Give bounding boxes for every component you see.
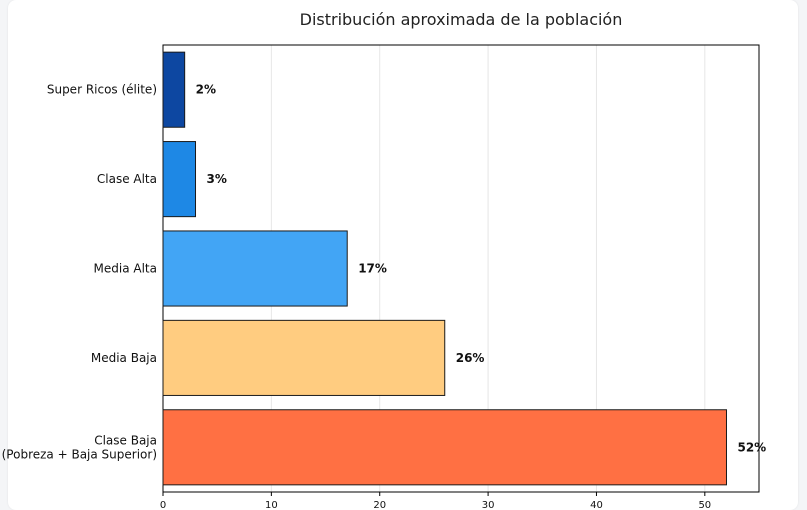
x-tick-label: 10 bbox=[265, 500, 278, 510]
x-axis-ticks: 0 10 20 30 40 50 bbox=[160, 492, 711, 510]
bars bbox=[162, 51, 727, 486]
x-tick-label: 20 bbox=[373, 500, 386, 510]
category-label: Super Ricos (élite) bbox=[47, 83, 157, 97]
data-labels: 2% 3% 17% 26% 52% bbox=[196, 83, 767, 455]
bar bbox=[162, 319, 446, 396]
bar-value-label: 52% bbox=[737, 440, 766, 454]
category-labels: Super Ricos (élite) Clase Alta Media Alta M… bbox=[2, 83, 157, 462]
category-label: Clase Alta bbox=[97, 172, 157, 186]
x-tick-label: 50 bbox=[698, 500, 711, 510]
bar bbox=[162, 409, 727, 486]
x-tick-label: 40 bbox=[590, 500, 603, 510]
bar bbox=[162, 141, 197, 218]
category-label: Clase Baja (Pobreza + Baja Superior) bbox=[2, 433, 157, 461]
bar-value-label: 3% bbox=[207, 172, 227, 186]
x-tick-label: 0 bbox=[160, 500, 166, 510]
category-label: Media Alta bbox=[94, 262, 157, 276]
x-tick-label: 30 bbox=[482, 500, 495, 510]
bar-value-label: 17% bbox=[358, 262, 387, 276]
bar-value-label: 26% bbox=[456, 351, 485, 365]
chart-title: Distribución aproximada de la población bbox=[300, 10, 623, 29]
bar-value-label: 2% bbox=[196, 83, 216, 97]
bar bbox=[162, 230, 348, 307]
bar bbox=[162, 51, 186, 128]
category-label: Media Baja bbox=[91, 351, 157, 365]
